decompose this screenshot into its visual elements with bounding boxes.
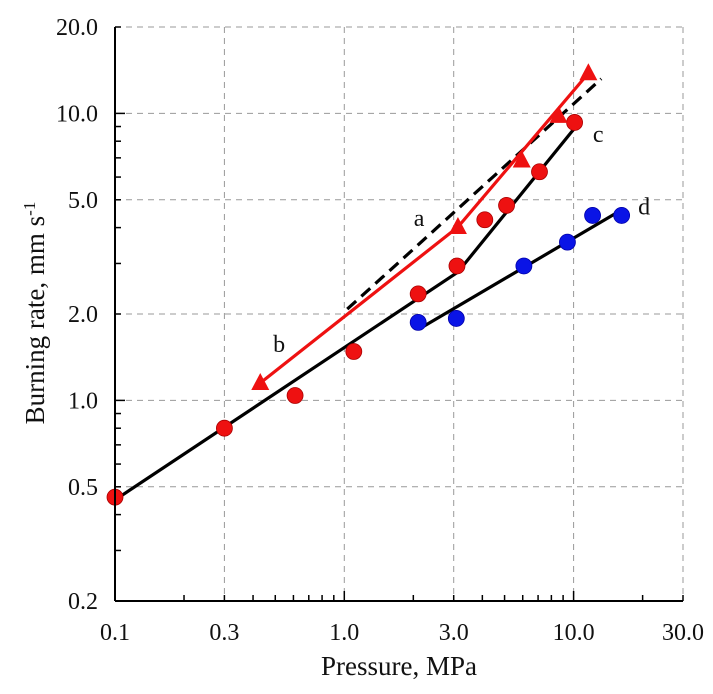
- triangle-marker: [512, 150, 531, 168]
- circle-marker: [448, 257, 466, 275]
- y-tick-label: 10.0: [56, 101, 98, 127]
- y-axis-title: Burning rate, mm s-1: [20, 202, 50, 425]
- axes: 0.1 0.3 1.0 3.0 10.0 30.0 0.2 0.5 1.0 2.0 5.0 10.0 2…: [56, 15, 704, 646]
- y-tick-label: 20.0: [56, 15, 98, 41]
- y-axis-title-sup: -1: [20, 202, 39, 216]
- y-axis-title-text: Burning rate, mm s: [20, 216, 50, 424]
- circle-marker: [409, 313, 427, 331]
- x-tick-label: 3.0: [439, 620, 469, 646]
- x-axis-title: Pressure, MPa: [321, 651, 477, 681]
- triangle-marker: [251, 372, 270, 390]
- data-points: [106, 63, 631, 506]
- triangle-marker: [549, 105, 568, 123]
- circle-marker: [447, 310, 465, 327]
- curve-label-b: b: [273, 332, 285, 358]
- circle-marker: [476, 211, 494, 229]
- x-tick-label: 30.0: [662, 620, 704, 646]
- circle-marker: [566, 114, 583, 131]
- grid: [115, 26, 684, 601]
- x-tick-label: 0.3: [209, 620, 239, 646]
- x-tick-label: 0.1: [100, 620, 130, 646]
- circle-marker: [559, 233, 576, 251]
- circle-marker: [345, 343, 363, 360]
- circle-marker: [216, 419, 233, 437]
- y-tick-label: 0.2: [68, 589, 98, 615]
- circle-marker: [409, 285, 427, 303]
- circle-marker: [498, 196, 515, 214]
- x-tick-label: 10.0: [553, 620, 595, 646]
- circle-marker: [286, 387, 304, 404]
- line-a: [346, 77, 603, 311]
- triangle-marker: [448, 216, 467, 234]
- y-tick-label: 1.0: [68, 388, 98, 414]
- curve-labels: a b c d: [273, 122, 650, 358]
- y-tick-label: 2.0: [68, 302, 98, 328]
- x-tick-label: 1.0: [329, 620, 359, 646]
- y-tick-label: 5.0: [68, 188, 98, 214]
- triangle-marker: [579, 63, 598, 81]
- curve-label-d: d: [638, 195, 650, 221]
- circle-marker: [531, 163, 548, 181]
- circle-marker: [613, 207, 631, 224]
- curve-label-c: c: [593, 122, 604, 148]
- circle-marker: [515, 257, 533, 275]
- circle-marker: [584, 207, 601, 224]
- curve-label-a: a: [414, 206, 425, 232]
- y-tick-label: 0.5: [68, 475, 98, 501]
- fit-lines: [114, 72, 623, 502]
